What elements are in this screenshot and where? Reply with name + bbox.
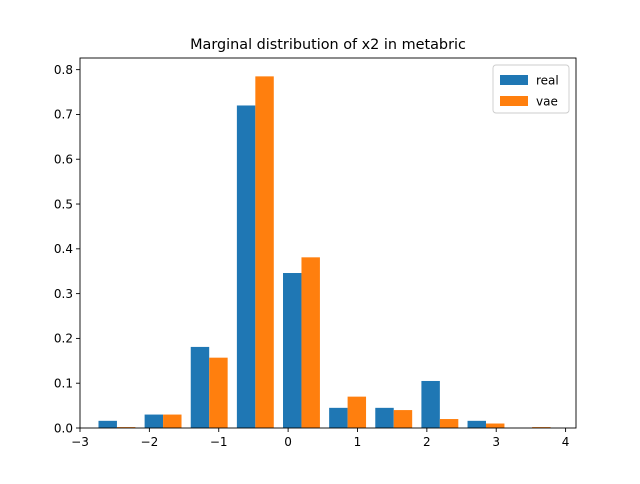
legend-label-real: real xyxy=(536,74,559,88)
bar-real-bin-2 xyxy=(190,346,210,428)
bar-vae-bin-1 xyxy=(163,414,182,428)
y-axis: 0.0 0.1 0.2 0.3 0.4 0.5 0.6 0.7 0.8 xyxy=(54,63,80,435)
x-axis: −3 −2 −1 0 1 2 3 4 xyxy=(71,428,569,449)
bar-real-bin-0 xyxy=(98,420,117,428)
bar-vae-bin-5 xyxy=(347,396,367,428)
x-tick-label: 1 xyxy=(354,435,362,449)
y-tick-label: 0.0 xyxy=(54,421,73,435)
legend-swatch-real xyxy=(500,75,528,85)
x-tick-label: −3 xyxy=(71,435,89,449)
bar-vae-bin-3 xyxy=(255,76,274,429)
x-tick-label: −1 xyxy=(210,435,228,449)
bar-vae-bin-9 xyxy=(532,427,551,428)
legend-label-vae: vae xyxy=(536,95,558,109)
y-tick-label: 0.8 xyxy=(54,63,73,77)
legend-swatch-vae xyxy=(500,96,528,106)
bar-real-bin-5 xyxy=(329,407,348,428)
x-tick-label: 2 xyxy=(423,435,431,449)
y-tick-label: 0.2 xyxy=(54,332,73,346)
y-tick-label: 0.3 xyxy=(54,287,73,301)
x-tick-label: 0 xyxy=(284,435,292,449)
bar-real-bin-3 xyxy=(236,105,256,428)
bar-vae-bin-8 xyxy=(485,423,505,428)
bar-real-bin-7 xyxy=(421,380,440,428)
y-tick-label: 0.1 xyxy=(54,377,73,391)
x-tick-label: −2 xyxy=(141,435,159,449)
x-tick-label: 4 xyxy=(562,435,570,449)
y-tick-label: 0.7 xyxy=(54,108,73,122)
bar-vae-bin-7 xyxy=(439,419,459,428)
y-tick-label: 0.6 xyxy=(54,153,73,167)
bar-real-bin-8 xyxy=(467,420,486,428)
axes-frame xyxy=(79,57,577,429)
bar-vae-bin-2 xyxy=(209,357,228,428)
bar-vae-bin-6 xyxy=(393,410,413,428)
legend: real vae xyxy=(492,64,570,114)
chart-title: Marginal distribution of x2 in metabric xyxy=(190,37,466,53)
bar-real-bin-6 xyxy=(375,407,394,428)
bar-real-bin-1 xyxy=(144,414,164,428)
y-tick-label: 0.5 xyxy=(54,197,73,211)
bar-real-bin-4 xyxy=(283,273,302,428)
bar-vae-bin-4 xyxy=(301,257,320,428)
x-tick-label: 3 xyxy=(492,435,500,449)
bars-layer xyxy=(98,76,551,429)
y-tick-label: 0.4 xyxy=(54,242,73,256)
bar-vae-bin-0 xyxy=(116,427,136,428)
